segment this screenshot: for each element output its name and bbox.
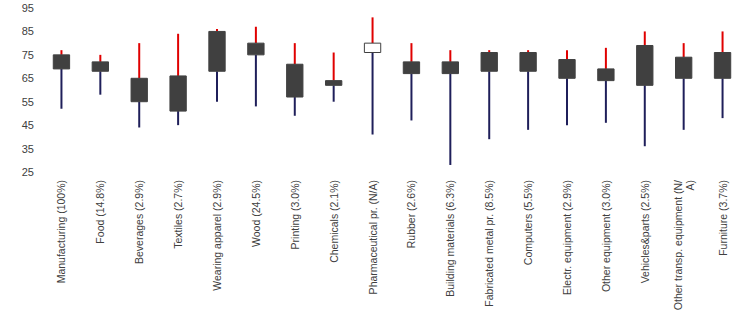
svg-text:Other equipment (3.0%): Other equipment (3.0%) xyxy=(600,180,612,292)
svg-text:Food (14.8%): Food (14.8%) xyxy=(94,180,106,244)
svg-text:45: 45 xyxy=(22,119,34,131)
svg-text:65: 65 xyxy=(22,72,34,84)
svg-text:Vehicles&parts (2.5%): Vehicles&parts (2.5%) xyxy=(639,180,651,283)
svg-text:75: 75 xyxy=(22,49,34,61)
svg-text:Textiles (2.7%): Textiles (2.7%) xyxy=(172,180,184,249)
svg-text:Chemicals (2.1%): Chemicals (2.1%) xyxy=(328,180,340,263)
svg-text:25: 25 xyxy=(22,166,34,178)
svg-text:Wearing apparel (2.9%): Wearing apparel (2.9%) xyxy=(211,180,223,291)
svg-text:Beverages (2.9%): Beverages (2.9%) xyxy=(133,180,145,264)
svg-text:Computers (5.5%): Computers (5.5%) xyxy=(522,180,534,265)
svg-text:A): A) xyxy=(684,180,696,191)
svg-text:Wood (24.5%): Wood (24.5%) xyxy=(250,180,262,247)
svg-text:95: 95 xyxy=(22,2,34,14)
svg-text:Furniture (3.7%): Furniture (3.7%) xyxy=(717,180,729,256)
svg-text:Rubber (2.6%): Rubber (2.6%) xyxy=(405,180,417,248)
svg-text:35: 35 xyxy=(22,143,34,155)
svg-text:85: 85 xyxy=(22,25,34,37)
svg-text:Building materials (6.3%): Building materials (6.3%) xyxy=(444,180,456,297)
svg-text:Manufacturing (100%): Manufacturing (100%) xyxy=(55,180,67,283)
svg-text:Printing (3.0%): Printing (3.0%) xyxy=(289,180,301,249)
svg-text:Electr. equipment (2.9%): Electr. equipment (2.9%) xyxy=(561,180,573,295)
svg-text:Fabricated metal pr. (8.5%): Fabricated metal pr. (8.5%) xyxy=(483,180,495,307)
svg-text:Other transp. equipment (N/: Other transp. equipment (N/ xyxy=(672,180,684,310)
svg-text:Pharmaceutical pr. (N/A): Pharmaceutical pr. (N/A) xyxy=(367,180,379,294)
svg-text:55: 55 xyxy=(22,96,34,108)
